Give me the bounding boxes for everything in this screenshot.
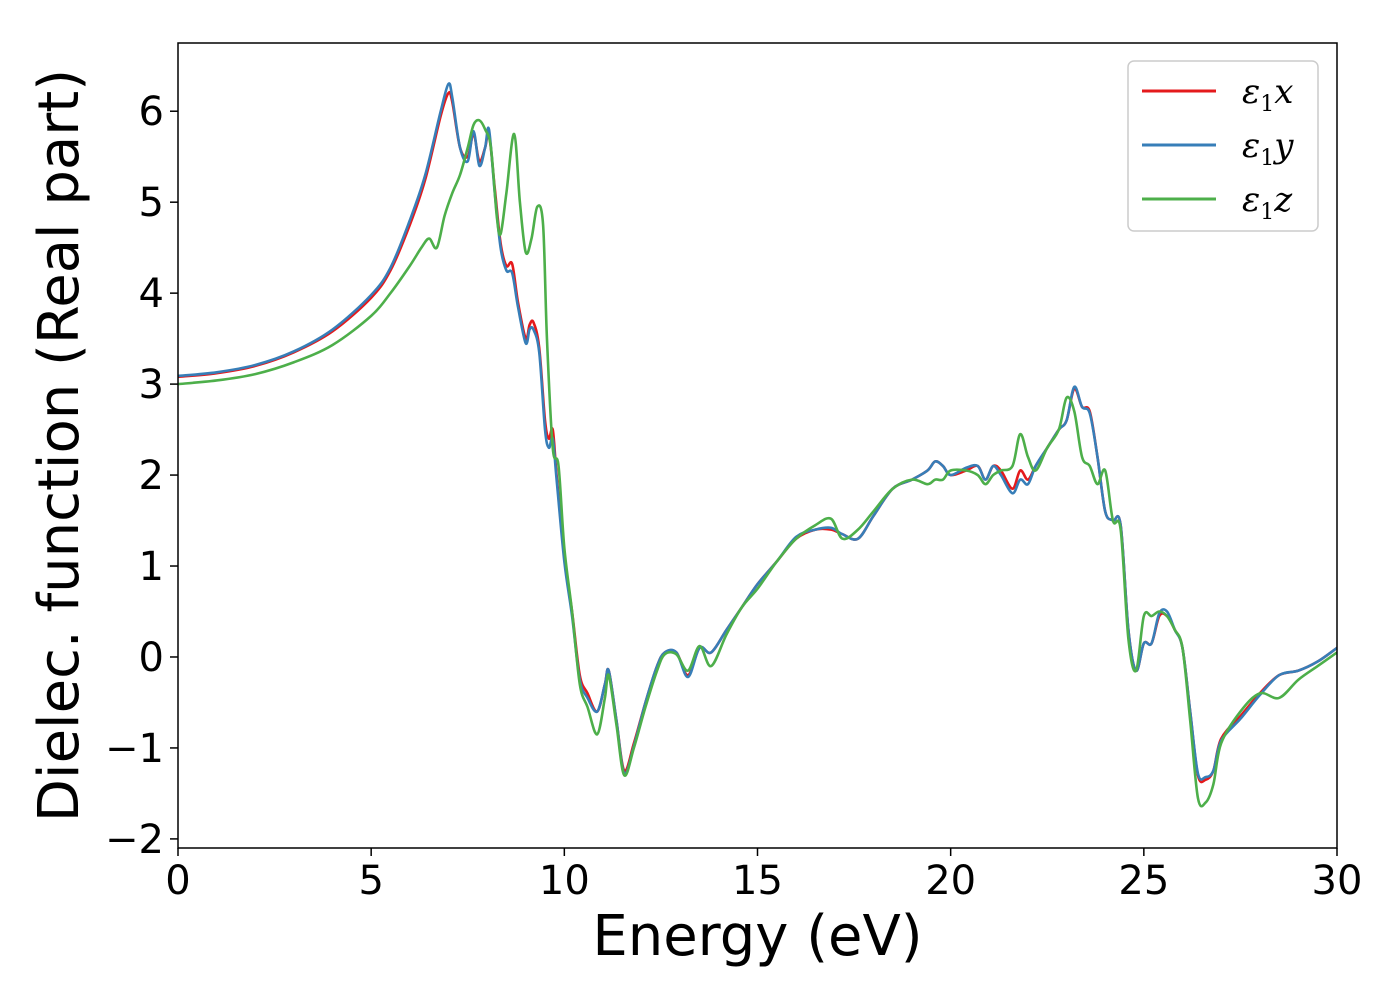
x-tick-label: 5 [358,858,383,904]
y-axis-label: Dielec. function (Real part) [27,69,92,822]
x-tick-label: 20 [925,858,976,904]
y-tick-label: 4 [139,271,164,317]
y-tick-label: 6 [139,89,164,135]
x-tick-label: 0 [165,858,190,904]
x-tick-label: 10 [539,858,590,904]
x-axis-label: Energy (eV) [592,904,922,969]
y-tick-label: −2 [105,817,164,863]
series-line-z [178,118,1337,808]
series-layer [178,82,1337,808]
x-tick-label: 25 [1118,858,1169,904]
y-tick-label: 3 [139,362,164,408]
legend-label-y: ε1y [1242,126,1294,171]
y-axis-ticks: −2 −1 0 1 2 3 4 5 6 [105,89,178,863]
legend: ε1x ε1y ε1z [1127,60,1319,232]
x-axis-ticks: 0 5 10 15 20 25 30 [165,848,1362,904]
legend-box [1127,60,1319,232]
x-tick-label: 15 [732,858,783,904]
legend-label-z: ε1z [1242,180,1293,225]
legend-label-x: ε1x [1242,72,1293,117]
y-tick-label: 2 [139,453,164,499]
y-tick-label: 1 [139,544,164,590]
x-tick-label: 30 [1312,858,1363,904]
y-tick-label: −1 [105,726,164,772]
y-tick-label: 5 [139,180,164,226]
y-tick-label: 0 [139,635,164,681]
